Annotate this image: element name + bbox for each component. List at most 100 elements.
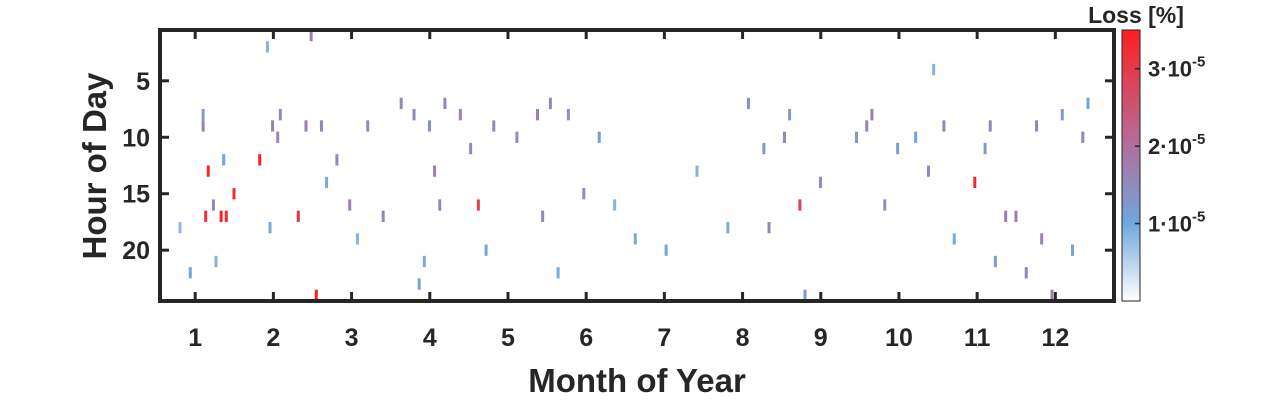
heatmap-cell <box>988 120 992 132</box>
x-tick-label: 8 <box>736 324 750 352</box>
heatmap-cell <box>870 109 874 121</box>
x-tick-label: 11 <box>964 324 991 352</box>
heatmap-cell <box>188 267 192 279</box>
heatmap-cell <box>883 199 887 211</box>
heatmap-cell <box>762 142 766 155</box>
x-tick-label: 10 <box>885 324 913 352</box>
heatmap-cell <box>633 233 637 245</box>
y-tick-label: 20 <box>122 237 150 265</box>
heatmap-cells <box>178 30 1090 301</box>
heatmap-cell <box>319 120 323 132</box>
heatmap-cell <box>664 244 668 256</box>
x-tick-label: 1 <box>188 324 202 352</box>
heatmap-cell <box>613 199 617 211</box>
heatmap-cell <box>541 210 545 222</box>
heatmap-cell <box>782 131 786 143</box>
y-tick-label: 10 <box>122 124 150 152</box>
heatmap-cell <box>355 233 359 245</box>
heatmap-cell <box>556 267 560 279</box>
heatmap-cell <box>942 120 946 132</box>
y-tick-label: 15 <box>122 181 150 209</box>
heatmap-cell <box>927 165 930 177</box>
heatmap-cell <box>335 154 339 166</box>
heatmap-cell <box>582 188 586 200</box>
heatmap-cell <box>914 131 918 143</box>
heatmap-cell <box>597 131 601 143</box>
heatmap-cell <box>458 109 462 121</box>
heatmap-cell <box>536 109 540 121</box>
heatmap-cell <box>258 154 262 166</box>
heatmap-cell <box>746 97 750 110</box>
heatmap-cell <box>314 289 318 301</box>
heatmap-cell <box>788 109 792 121</box>
colorbar-tick-label: 2·10-5 <box>1148 131 1205 159</box>
heatmap-cell <box>1014 210 1018 222</box>
heatmap-cell <box>201 109 205 121</box>
heatmap-cell <box>271 120 275 132</box>
heatmap-cell <box>492 120 496 132</box>
heatmap-cell <box>1081 131 1085 143</box>
y-tick-label: 5 <box>136 68 150 96</box>
heatmap-cell <box>178 221 182 234</box>
heatmap-cell <box>412 109 416 121</box>
heatmap-cell <box>417 278 421 290</box>
x-tick-label: 5 <box>501 324 515 352</box>
heatmap-cell <box>232 188 236 200</box>
heatmap-cell <box>309 30 313 42</box>
heatmap-cell <box>219 210 223 222</box>
heatmap-cell <box>201 120 205 132</box>
heatmap-cell <box>726 221 730 234</box>
heatmap-cell <box>1071 244 1075 256</box>
heatmap-cell <box>433 165 437 177</box>
heatmap-cell <box>896 142 900 155</box>
x-tick-label: 3 <box>345 324 359 352</box>
heatmap-cell <box>304 120 308 132</box>
heatmap-cell <box>276 131 280 143</box>
heatmap-cell <box>973 176 977 189</box>
heatmap-cell <box>1035 120 1039 132</box>
heatmap-cell <box>1050 289 1054 301</box>
y-axis-label: Hour of Day <box>76 72 113 260</box>
x-tick-label: 2 <box>266 324 280 352</box>
x-axis-ticks: 1 2 3 4 5 6 7 8 9 10 11 12 <box>188 30 1069 352</box>
heatmap-cell <box>224 210 228 222</box>
x-tick-label: 12 <box>1041 324 1069 352</box>
heatmap-cell <box>443 97 447 110</box>
heatmap-cell <box>476 199 480 211</box>
heatmap-cell <box>268 221 272 234</box>
heatmap-cell <box>548 97 552 110</box>
heatmap-cell <box>1086 97 1090 110</box>
heatmap-cell <box>1040 233 1044 245</box>
x-tick-label: 4 <box>423 324 437 352</box>
heatmap-cell <box>695 165 699 177</box>
heatmap-cell <box>767 221 771 234</box>
heatmap-cell <box>566 109 570 121</box>
heatmap-cell <box>854 131 858 143</box>
heatmap-cell <box>211 199 215 211</box>
heatmap-cell <box>427 120 431 132</box>
heatmap-cell <box>265 41 269 53</box>
heatmap-cell <box>296 210 300 222</box>
y-axis-ticks: 5 10 15 20 <box>122 68 1114 265</box>
heatmap-cell <box>214 255 218 268</box>
heatmap-cell <box>1060 109 1064 121</box>
plot-frame <box>158 28 1116 303</box>
heatmap-cell <box>206 165 210 177</box>
heatmap-cell <box>865 120 869 132</box>
heatmap-cell <box>469 142 473 155</box>
heatmap-cell <box>803 289 807 301</box>
heatmap-cell <box>515 131 519 143</box>
colorbar-label: Loss [%] <box>1088 2 1184 28</box>
heatmap-cell <box>1024 267 1028 279</box>
x-axis-label: Month of Year <box>528 362 746 399</box>
heatmap-cell <box>983 142 987 155</box>
colorbar-tick-label: 3·10-5 <box>1148 54 1205 82</box>
heatmap-cell <box>798 199 802 211</box>
heatmap-cell <box>399 97 403 110</box>
x-tick-label: 9 <box>814 324 828 352</box>
heatmap-cell <box>366 120 370 132</box>
heatmap-cell <box>325 176 329 189</box>
x-tick-label: 6 <box>579 324 593 352</box>
